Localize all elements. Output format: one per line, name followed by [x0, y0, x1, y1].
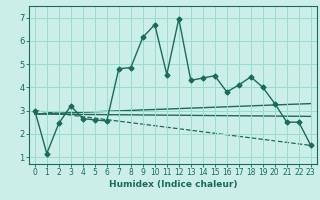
- X-axis label: Humidex (Indice chaleur): Humidex (Indice chaleur): [108, 180, 237, 189]
